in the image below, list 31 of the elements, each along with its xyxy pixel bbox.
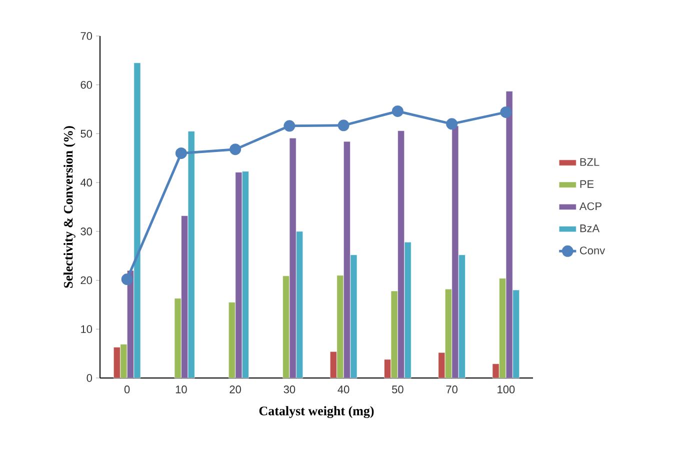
legend-label: BzA: [580, 224, 600, 232]
x-tick-label: 30: [284, 386, 296, 394]
y-tick-label: 20: [80, 276, 92, 284]
point: [230, 144, 242, 156]
y-tick-label: 70: [80, 32, 92, 40]
y-tick-label: 50: [80, 130, 92, 138]
legend-label: ACP: [579, 202, 602, 210]
point: [121, 274, 133, 286]
y-tick-label: 10: [81, 325, 92, 334]
legend-label: BZL: [580, 158, 600, 166]
y-tick-label: 60: [80, 80, 92, 89]
x-tick-label: 0: [124, 386, 130, 394]
y-tick-label: 40: [80, 178, 92, 186]
y-tick-label: 30: [80, 228, 92, 236]
y-tick-label: 0: [86, 374, 92, 382]
point: [446, 118, 458, 130]
x-tick-label: 50: [392, 386, 404, 394]
legend-label: Conv: [580, 246, 606, 254]
legend-label: PE: [580, 180, 594, 188]
x-tick-label: 20: [230, 386, 241, 394]
x-tick-label: 70: [446, 386, 458, 394]
x-axis-title: Catalyst weight (mg): [259, 406, 374, 418]
point: [338, 120, 350, 132]
x-tick-label: 10: [176, 386, 187, 394]
x-tick-label: 100: [498, 386, 515, 394]
point: [175, 147, 187, 159]
point: [500, 106, 512, 118]
y-axis-title: Selectivity & Conversion (%): [64, 126, 76, 288]
point: [392, 105, 404, 117]
point: [284, 120, 296, 132]
x-tick-label: 40: [338, 386, 350, 394]
